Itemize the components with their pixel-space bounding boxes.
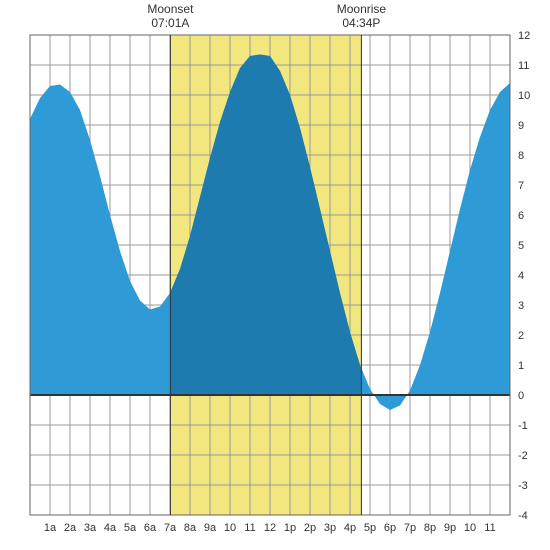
x-tick-label: 10 [224,522,236,534]
x-tick-label: 11 [484,522,495,534]
x-tick-label: 2p [304,522,316,534]
y-tick-label: -2 [518,450,528,462]
annotation-time-moonset: 07:01A [151,16,189,30]
x-tick-label: 7a [164,522,177,534]
y-tick-label: 10 [518,90,530,102]
annotation-title-moonset: Moonset [147,2,194,16]
x-tick-label: 6a [144,522,157,534]
y-tick-label: 2 [518,330,524,342]
x-tick-label: 11 [244,522,255,534]
x-tick-label: 9a [204,522,217,534]
x-tick-label: 6p [384,522,396,534]
x-tick-label: 1a [44,522,57,534]
x-tick-label: 8a [184,522,197,534]
x-tick-label: 4p [344,522,356,534]
y-tick-label: 4 [518,270,524,282]
y-tick-label: 3 [518,300,524,312]
x-tick-label: 4a [104,522,117,534]
x-tick-label: 7p [404,522,416,534]
y-tick-label: -4 [518,510,528,522]
y-tick-label: 11 [518,60,529,72]
y-tick-label: 1 [518,360,524,372]
x-tick-label: 3a [84,522,97,534]
x-tick-label: 12 [264,522,276,534]
annotation-time-moonrise: 04:34P [342,16,380,30]
y-tick-label: 12 [518,30,530,42]
y-tick-label: 9 [518,120,524,132]
y-tick-label: 7 [518,180,524,192]
y-tick-label: -3 [518,480,528,492]
chart-svg: Moonset07:01A Moonrise04:34P 1a 2a 3a 4a 5a 6a 7… [0,0,550,550]
x-tick-label: 8p [424,522,436,534]
y-tick-label: 8 [518,150,524,162]
x-tick-label: 10 [464,522,476,534]
x-tick-label: 2a [64,522,77,534]
x-tick-label: 1p [284,522,296,534]
x-tick-label: 5p [364,522,376,534]
y-tick-label: -1 [518,420,528,432]
x-tick-label: 5a [124,522,137,534]
x-tick-label: 3p [324,522,336,534]
tide-chart: Moonset07:01A Moonrise04:34P 1a 2a 3a 4a 5a 6a 7… [0,0,550,550]
y-tick-label: 5 [518,240,524,252]
y-tick-label: 0 [518,390,524,402]
x-tick-label: 9p [444,522,456,534]
annotation-title-moonrise: Moonrise [337,2,387,16]
y-tick-label: 6 [518,210,524,222]
